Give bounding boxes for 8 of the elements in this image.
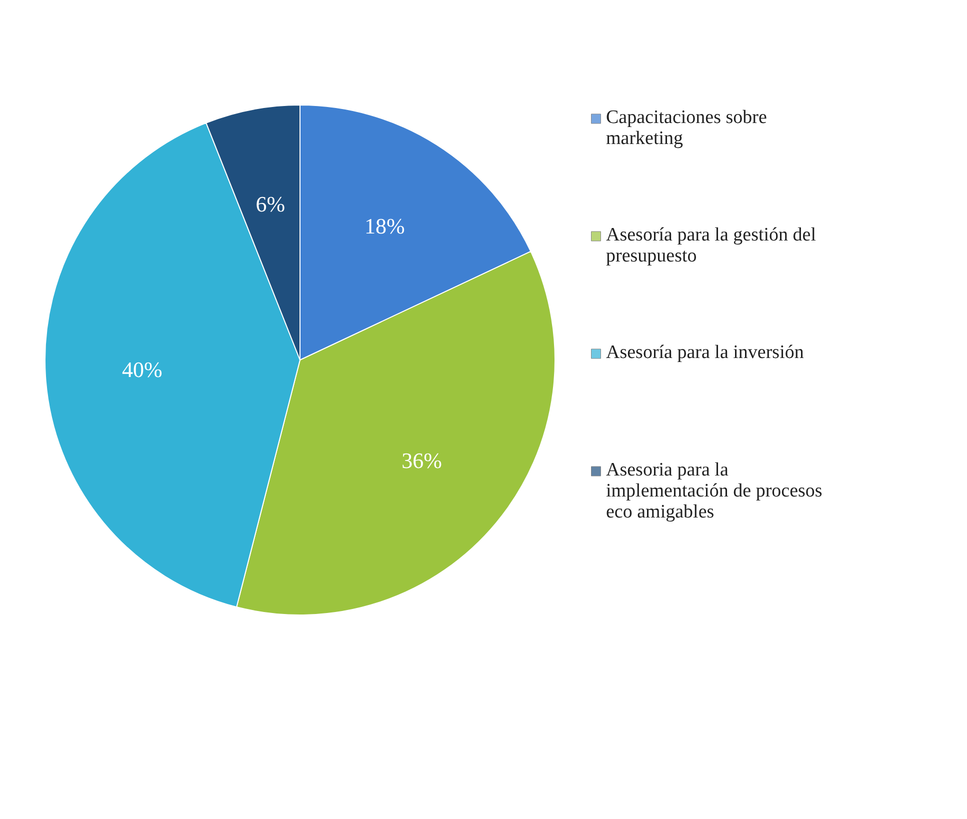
data-label: 18% <box>364 214 405 239</box>
legend-label: Asesoria para la implementación de procesos eco amigables <box>606 459 822 522</box>
data-label: 36% <box>402 448 442 473</box>
legend-label: Asesoría para la inversión <box>606 342 804 363</box>
legend-label: Capacitaciones sobre marketing <box>606 106 767 149</box>
data-label: 6% <box>256 192 286 217</box>
legend-label: Asesoría para la gestión del presupuesto <box>606 224 816 266</box>
data-label: 40% <box>122 356 162 382</box>
